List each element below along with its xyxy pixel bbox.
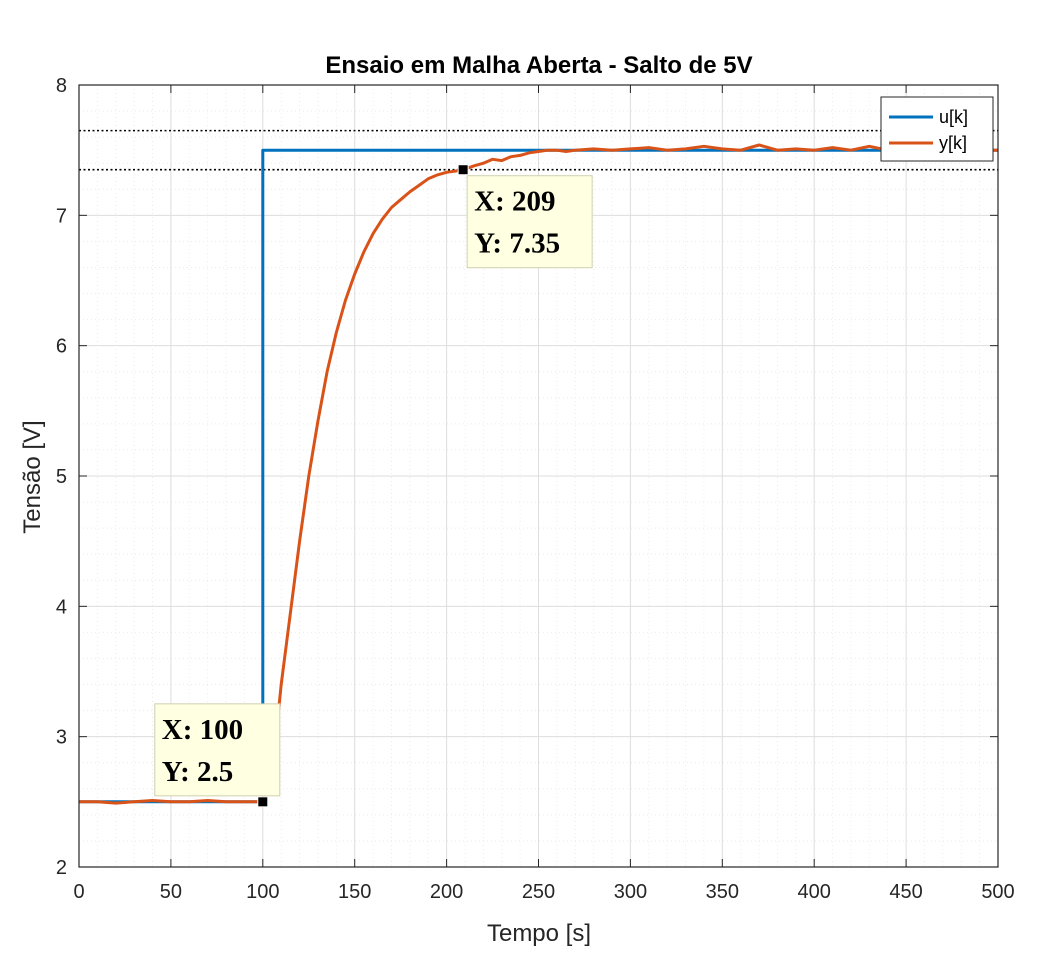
- y-axis-label: Tensão [V]: [19, 420, 46, 533]
- legend[interactable]: u[k] y[k]: [880, 96, 994, 162]
- x-tick-label: 150: [338, 881, 371, 903]
- tick-labels: 0 50 100 150 200 250 300 350 400 450 500 2 3 4 5 6 7 8: [56, 75, 1015, 903]
- y-tick-label: 2: [56, 857, 67, 879]
- datatip-box-2: [466, 175, 593, 269]
- x-tick-label: 300: [614, 881, 647, 903]
- y-tick-label: 6: [56, 336, 67, 358]
- chart-title: Ensaio em Malha Aberta - Salto de 5V: [325, 52, 752, 79]
- x-tick-label: 50: [160, 881, 182, 903]
- y-tick-label: 4: [56, 596, 67, 618]
- y-tick-label: 3: [56, 727, 67, 749]
- datatip-marker-1: [257, 796, 269, 808]
- x-tick-label: 100: [246, 881, 279, 903]
- y-tick-label: 8: [56, 75, 67, 97]
- x-tick-label: 250: [522, 881, 555, 903]
- x-tick-label: 500: [981, 881, 1014, 903]
- reference-lines: [79, 129, 998, 171]
- datatips: X: 100 Y: 2.5 X: 209 Y: 7.35: [154, 164, 593, 808]
- x-tick-label: 400: [798, 881, 831, 903]
- datatip-marker-2: [457, 164, 469, 176]
- x-axis-label: Tempo [s]: [487, 920, 591, 947]
- x-tick-label: 200: [430, 881, 463, 903]
- legend-label-1: u[k]: [939, 107, 968, 127]
- legend-box: [880, 96, 994, 162]
- x-tick-label: 350: [706, 881, 739, 903]
- x-tick-label: 0: [73, 881, 84, 903]
- y-tick-label: 5: [56, 466, 67, 488]
- x-tick-label: 450: [889, 881, 922, 903]
- y-tick-label: 7: [56, 205, 67, 227]
- ticks: [78, 84, 999, 868]
- legend-label-2: y[k]: [939, 133, 967, 153]
- datatip-y-label-2: Y: 7.35: [474, 228, 560, 260]
- datatip-y-label-1: Y: 2.5: [162, 756, 233, 788]
- datatip-x-label-2: X: 209: [474, 186, 555, 218]
- datatip-box-1: [154, 703, 281, 797]
- datatip-x-label-1: X: 100: [162, 714, 243, 746]
